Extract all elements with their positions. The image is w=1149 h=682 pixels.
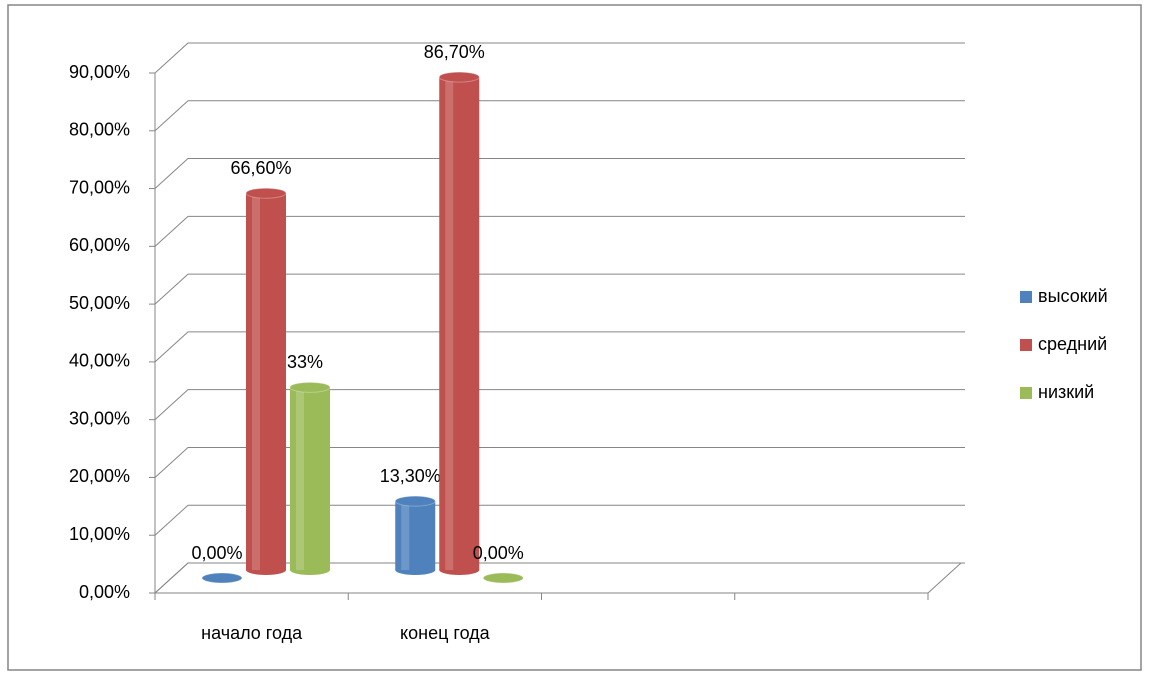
grid-line <box>154 446 965 478</box>
grid-line <box>154 100 965 132</box>
grid-line <box>154 273 965 305</box>
bar <box>394 495 436 575</box>
y-tick-label: 40,00% <box>69 351 130 371</box>
legend-swatch <box>1020 339 1032 351</box>
data-label: 33% <box>287 352 323 372</box>
data-label: 0,00% <box>473 543 524 563</box>
data-label: 66,60% <box>230 158 291 178</box>
y-tick-label: 60,00% <box>69 235 130 255</box>
y-tick-label: 0,00% <box>79 582 130 602</box>
y-tick-label: 20,00% <box>69 466 130 486</box>
bar <box>482 572 524 584</box>
y-tick-label: 80,00% <box>69 120 130 140</box>
bar <box>201 572 243 584</box>
legend-label: средний <box>1038 334 1107 354</box>
bar <box>289 381 331 575</box>
chart-frame <box>7 4 1142 671</box>
grid-line <box>154 504 965 536</box>
y-tick-label: 50,00% <box>69 293 130 313</box>
legend-swatch <box>1020 291 1032 303</box>
x-tick-label: начало года <box>201 623 303 643</box>
legend-label: низкий <box>1038 382 1094 402</box>
data-label: 13,30% <box>380 466 441 486</box>
y-tick-label: 30,00% <box>69 408 130 428</box>
grid-line <box>154 215 965 247</box>
y-tick-label: 10,00% <box>69 524 130 544</box>
x-tick-label: конец года <box>400 623 491 643</box>
y-tick-label: 90,00% <box>69 62 130 82</box>
legend-swatch <box>1020 387 1032 399</box>
grid-line <box>154 158 965 189</box>
grid-line <box>154 562 965 594</box>
data-label: 0,00% <box>191 543 242 563</box>
grid-line <box>154 42 965 74</box>
y-tick-label: 70,00% <box>69 177 130 197</box>
grid-line <box>154 331 965 363</box>
grid-line <box>154 389 965 421</box>
legend-label: высокий <box>1038 286 1108 306</box>
data-label: 86,70% <box>424 42 485 62</box>
bar <box>245 187 287 575</box>
bar <box>438 71 480 575</box>
